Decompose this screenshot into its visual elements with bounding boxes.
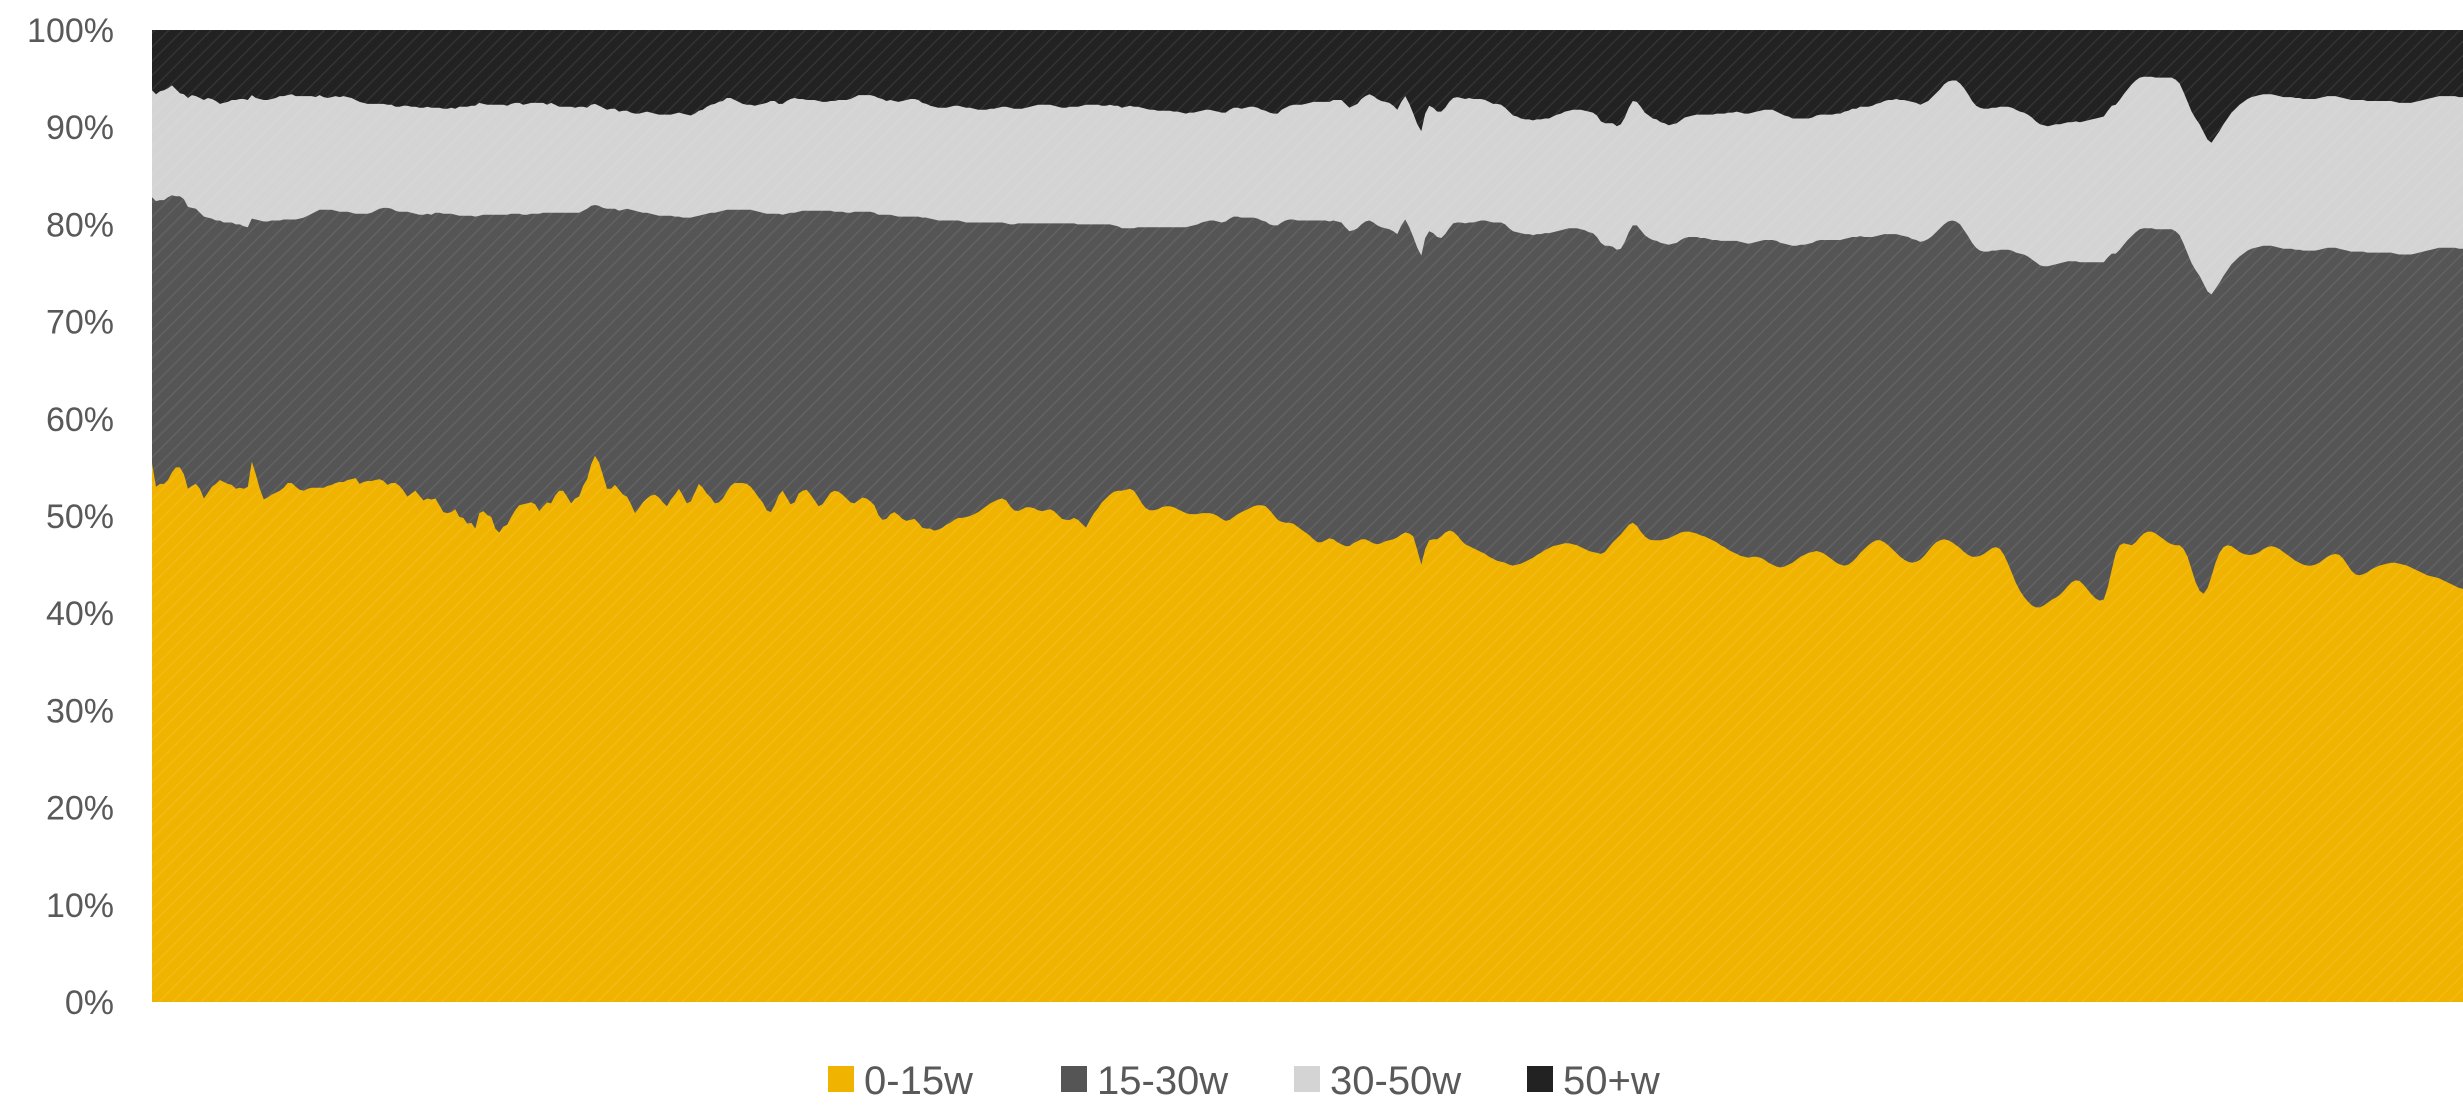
- legend-swatch: [828, 1066, 854, 1092]
- y-tick-label: 30%: [46, 692, 114, 730]
- legend-swatch: [1061, 1066, 1087, 1092]
- y-tick-label: 70%: [46, 304, 114, 342]
- legend-swatch: [1294, 1066, 1320, 1092]
- y-axis: 0% 10% 20% 30% 40% 50% 60% 70% 80% 90% 100%: [27, 12, 114, 1022]
- legend: 0-15w 15-30w 30-50w 50+w: [828, 1059, 1660, 1103]
- y-tick-label: 20%: [46, 790, 114, 828]
- legend-label: 30-50w: [1330, 1059, 1461, 1103]
- y-tick-label: 60%: [46, 401, 114, 439]
- plot-area: [152, 30, 2463, 1002]
- y-tick-label: 40%: [46, 595, 114, 633]
- y-tick-label: 50%: [46, 498, 114, 536]
- legend-label: 50+w: [1563, 1059, 1660, 1103]
- y-tick-label: 80%: [46, 206, 114, 244]
- y-tick-label: 0%: [65, 984, 114, 1022]
- y-tick-label: 90%: [46, 109, 114, 147]
- legend-label: 0-15w: [864, 1059, 973, 1103]
- y-tick-label: 100%: [27, 12, 114, 50]
- legend-swatch: [1527, 1066, 1553, 1092]
- legend-label: 15-30w: [1097, 1059, 1228, 1103]
- series-hatch-0-15w: [152, 455, 2463, 1002]
- y-tick-label: 10%: [46, 887, 114, 925]
